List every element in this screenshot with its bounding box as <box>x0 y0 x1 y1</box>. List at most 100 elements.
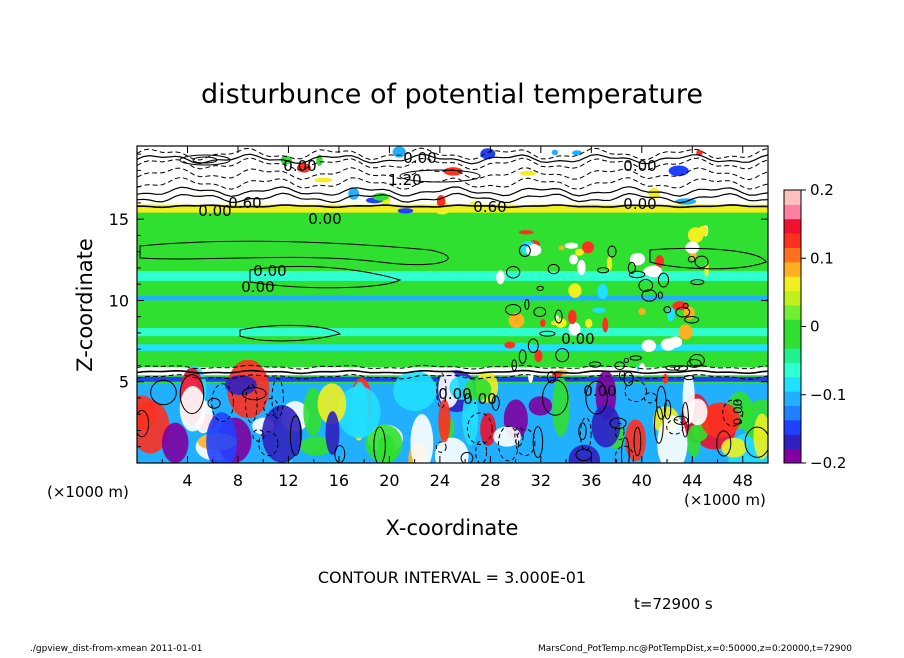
contour-label: 0.00 <box>253 262 286 280</box>
y-tick-label: 5 <box>119 373 129 392</box>
x-tick-label: 32 <box>531 471 551 490</box>
low-level-blob <box>224 375 257 395</box>
colorbar-swatch <box>784 348 801 363</box>
footer-left: ./gpview_dist-from-xmean 2011-01-01 <box>30 644 202 654</box>
contour-loop <box>665 364 681 371</box>
upper-blob <box>519 170 536 176</box>
upper-blob <box>296 163 311 173</box>
contour-loop <box>618 370 626 381</box>
contour-loop <box>607 245 617 258</box>
low-level-blob <box>206 412 237 463</box>
contour-line <box>137 192 768 204</box>
contour-loop <box>536 285 544 291</box>
colorbar-swatch <box>784 218 801 234</box>
low-level-blob <box>410 414 434 463</box>
contour-loop <box>657 272 670 288</box>
contour-loop <box>179 374 205 415</box>
contour-loop <box>252 429 265 442</box>
x-axis-label: X-coordinate <box>386 516 519 540</box>
contour-loop <box>681 401 689 438</box>
colorbar-swatch <box>784 448 801 464</box>
contour-loop <box>475 440 488 463</box>
field-band <box>137 344 768 351</box>
low-level-blob <box>377 434 396 463</box>
contour-label-layer: 0.000.000.000.000.000.000.000.000.000.00… <box>198 149 745 425</box>
x-tick-label: 36 <box>581 471 601 490</box>
plume-blob <box>638 362 646 376</box>
contour-loop <box>686 359 702 368</box>
contour-line <box>137 369 768 375</box>
low-level-blob <box>137 400 170 454</box>
contour-loop <box>460 451 474 463</box>
colorbar-swatch <box>784 276 801 292</box>
contour-loop <box>649 248 767 270</box>
contour-loop <box>497 425 520 462</box>
contour-loop <box>466 412 493 446</box>
footer-right: MarsCond_PotTemp.nc@PotTempDist,x=0:5000… <box>538 644 852 654</box>
contour-loop <box>137 409 150 438</box>
field-band <box>137 204 768 213</box>
plume-blob <box>685 241 700 254</box>
field-band <box>137 271 768 281</box>
colorbar-swatch <box>784 376 801 392</box>
contour-loop <box>621 437 630 463</box>
contour-loop <box>629 355 642 361</box>
contour-label: 0.00 <box>561 330 594 348</box>
colorbar-tick-label: 0.2 <box>810 181 834 199</box>
x-tick-label: 24 <box>430 471 450 490</box>
contour-loop <box>514 426 524 447</box>
plume-blob <box>512 342 530 352</box>
low-level-blob <box>434 437 469 463</box>
contour-loop <box>716 430 732 457</box>
low-level-blob <box>325 411 340 455</box>
plume-blob <box>567 309 577 325</box>
plume-blob <box>667 307 676 322</box>
low-level-blob <box>657 415 688 463</box>
plume-blob <box>641 339 656 352</box>
colorbar-swatch <box>784 204 801 220</box>
colorbar-swatch <box>784 419 801 435</box>
low-level-blob <box>625 419 647 462</box>
colorbar-tick-label: −0.2 <box>810 454 846 472</box>
contour-label: 0.00 <box>241 278 274 296</box>
contour-loop <box>245 383 258 423</box>
contour-loop <box>533 306 547 318</box>
contour-loop <box>633 426 642 457</box>
contour-loop <box>694 255 709 269</box>
low-level-blob <box>161 422 189 463</box>
plume-blob <box>584 318 593 329</box>
plume-blob <box>528 368 534 383</box>
plume-blob <box>569 254 578 265</box>
contour-loop <box>518 244 531 258</box>
contour-loop <box>585 380 608 415</box>
colorbar-swatch <box>784 304 801 320</box>
contour-loop <box>638 278 654 293</box>
plume-blob <box>518 230 534 235</box>
x-tick-label: 48 <box>733 471 753 490</box>
contour-line <box>137 373 768 380</box>
contour-loop <box>539 330 556 337</box>
colorbar-swatch <box>784 247 801 263</box>
contour-loop <box>663 399 672 420</box>
contour-loop <box>722 399 744 427</box>
upper-blob <box>337 168 346 177</box>
contour-loop <box>687 255 696 263</box>
contour-loop <box>578 422 587 441</box>
low-level-blob <box>462 390 479 446</box>
upper-blob <box>392 146 406 158</box>
x-unit-right: (×1000 m) <box>684 491 766 509</box>
low-level-blob <box>493 426 521 447</box>
y-tick-label: 15 <box>109 210 129 229</box>
plume-blob <box>534 349 543 363</box>
contour-loop <box>690 279 705 286</box>
contour-loop <box>682 302 689 309</box>
low-level-blob <box>552 377 570 437</box>
contour-loop <box>542 379 569 416</box>
x-tick-label: 40 <box>632 471 652 490</box>
contour-loop <box>532 426 544 459</box>
contour-interval-text: CONTOUR INTERVAL = 3.000E-01 <box>318 568 586 587</box>
upper-blob <box>443 167 463 176</box>
low-level-blob <box>568 444 601 463</box>
contour-loop <box>666 419 684 435</box>
